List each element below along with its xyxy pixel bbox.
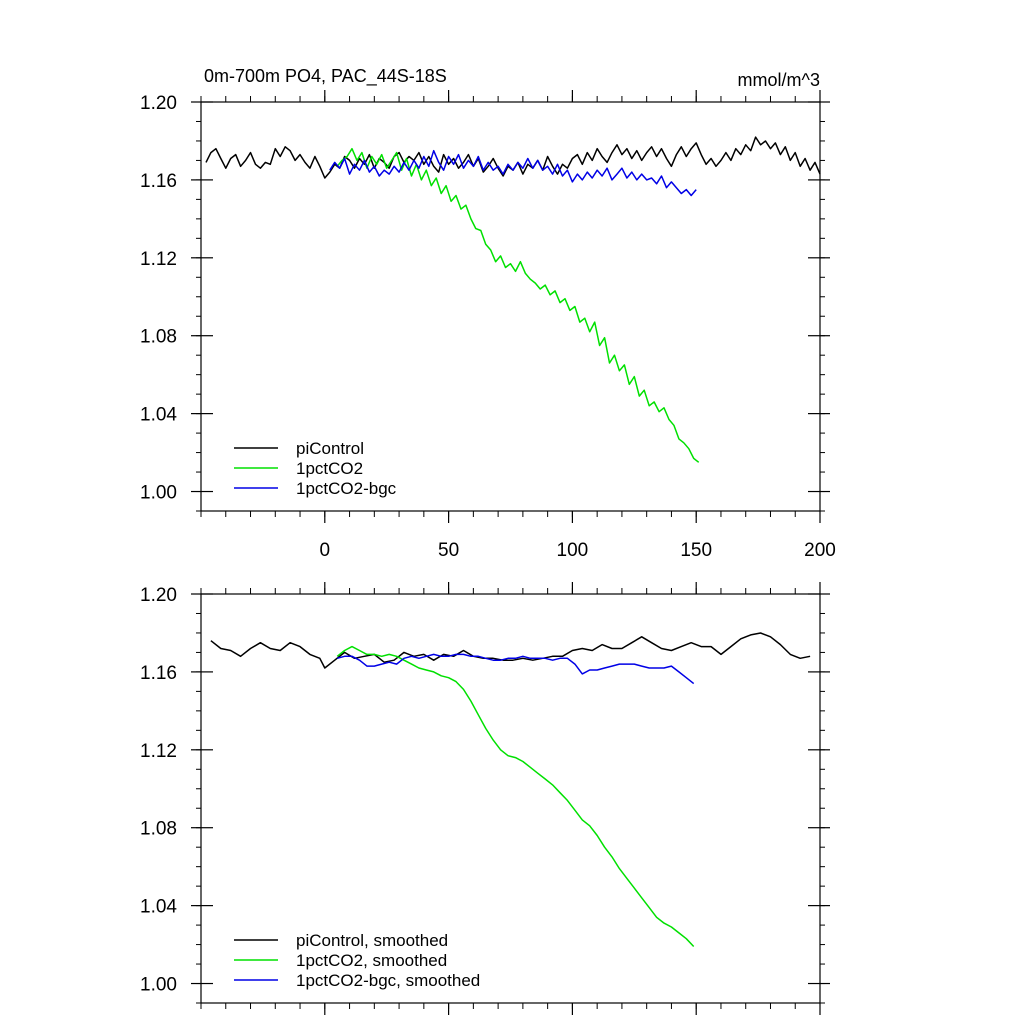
x-tick-label: 50 [438, 540, 459, 561]
y-tick-label: 1.00 [140, 975, 177, 996]
y-tick-label: 1.16 [140, 171, 177, 192]
series-line [336, 147, 700, 463]
legend-label: piControl [296, 439, 364, 458]
x-tick-label: 100 [557, 540, 589, 561]
bottom-panel: 1.00 1.04 1.08 1.12 1.16 1.20 piControl, smoot… [140, 582, 830, 1015]
y-tick-label: 1.20 [140, 93, 177, 114]
y-tick-label: 1.04 [140, 897, 177, 918]
y-tick-label: 1.12 [140, 249, 177, 270]
y-tick-label: 1.20 [140, 585, 177, 606]
series-line [205, 136, 821, 179]
series-line [329, 149, 697, 197]
series-line [337, 653, 695, 685]
y-tick-label: 1.08 [140, 819, 177, 840]
x-tick-label: 150 [680, 540, 712, 561]
top-panel: 0 50 100 150 200 1.00 1.04 1.08 1.12 1.16 1.20 piCo… [140, 90, 836, 561]
units-label: mmol/m^3 [738, 70, 820, 90]
y-tick-label: 1.00 [140, 483, 177, 504]
y-tick-label: 1.16 [140, 663, 177, 684]
legend-label: 1pctCO2-bgc, smoothed [296, 971, 480, 990]
legend-label: 1pctCO2 [296, 459, 363, 478]
plot-frame [200, 593, 821, 1004]
legend-label: 1pctCO2, smoothed [296, 951, 447, 970]
x-tick-label: 200 [804, 540, 836, 561]
chart-title: 0m-700m PO4, PAC_44S-18S [204, 66, 447, 87]
y-tick-label: 1.12 [140, 741, 177, 762]
y-tick-label: 1.08 [140, 327, 177, 348]
plot-frame [200, 101, 821, 512]
legend-label: piControl, smoothed [296, 931, 448, 950]
series-line [210, 632, 811, 669]
x-tick-label: 0 [320, 540, 331, 561]
series-line [336, 645, 695, 948]
y-tick-label: 1.04 [140, 405, 177, 426]
legend-label: 1pctCO2-bgc [296, 479, 397, 498]
